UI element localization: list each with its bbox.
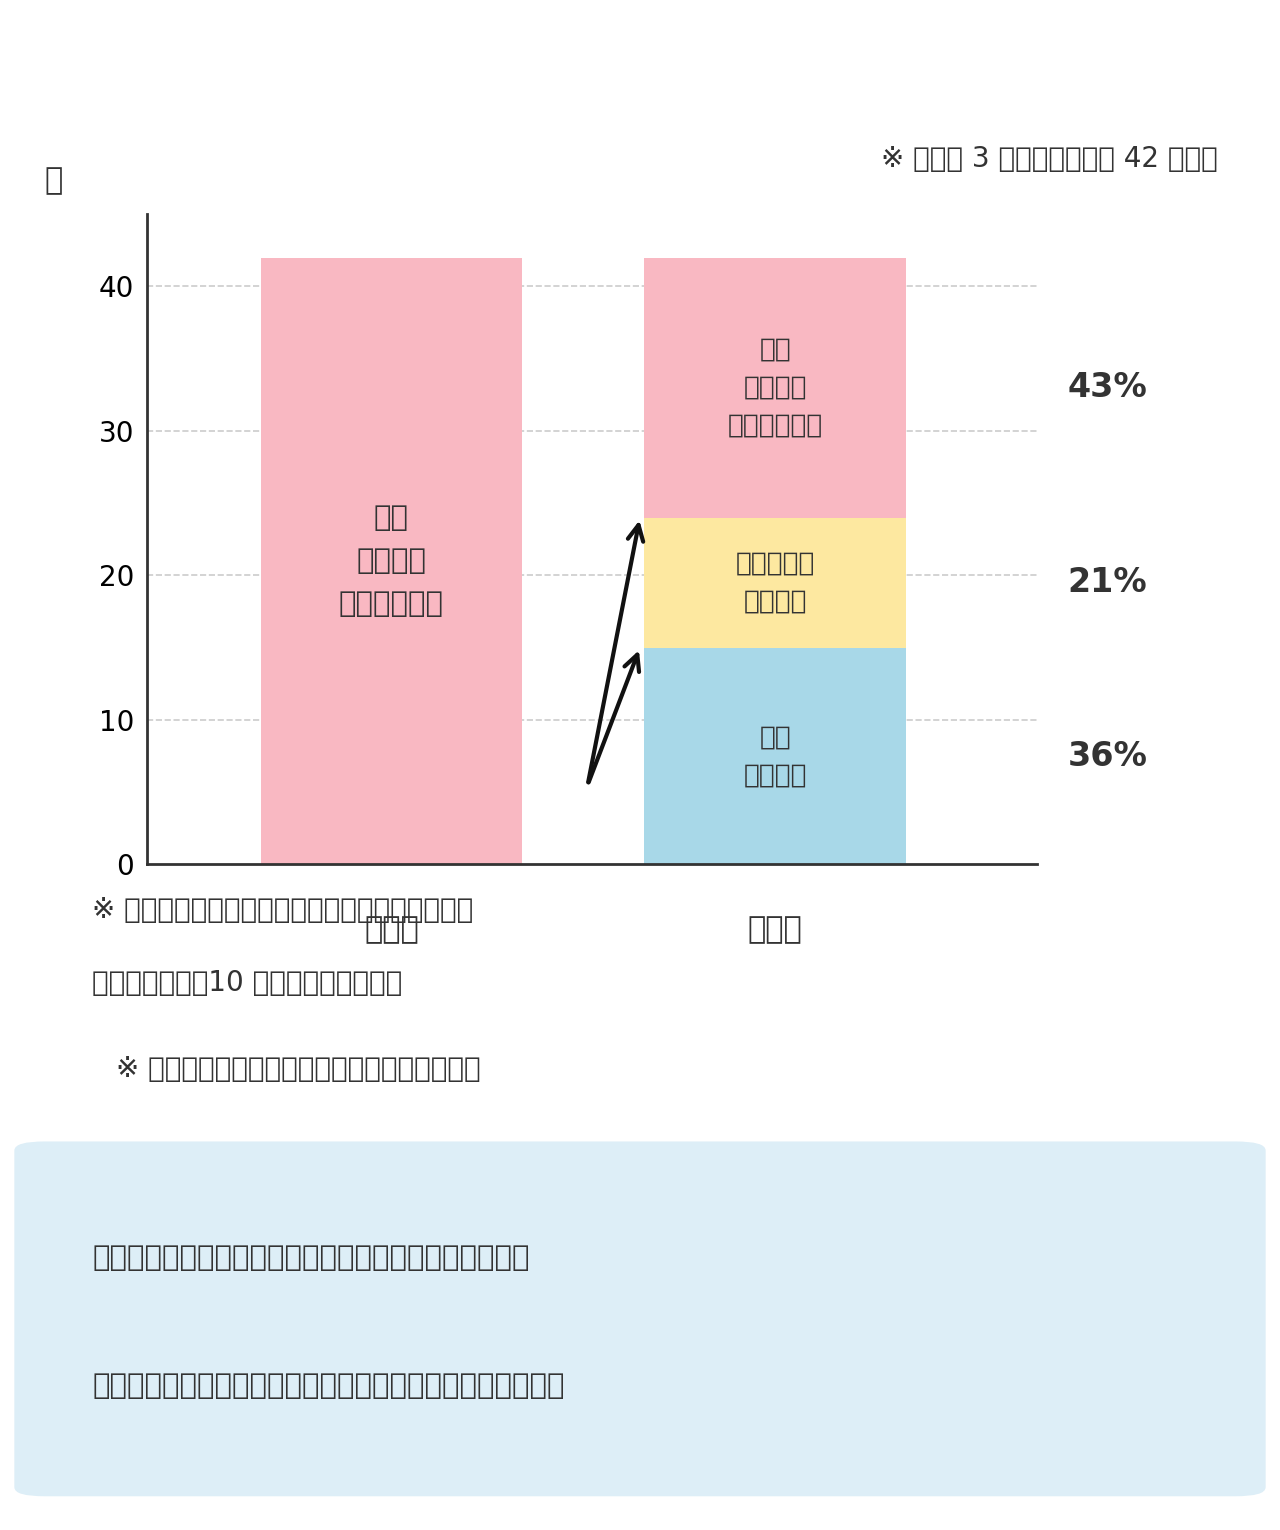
Bar [644, 257, 906, 517]
Text: ※ 入院時 3 食経管栄養の方 42 名のみ: ※ 入院時 3 食経管栄養の方 42 名のみ [881, 145, 1217, 173]
Text: 入院時: 入院時 [364, 915, 419, 944]
Text: ３食
経口摂取: ３食 経口摂取 [744, 724, 806, 788]
Text: 経口＋経管
（併用）: 経口＋経管 （併用） [736, 551, 815, 615]
Text: ３食
経管栄養
（胃瘻含む）: ３食 経管栄養 （胃瘻含む） [339, 503, 444, 618]
Text: 21%: 21% [1068, 566, 1147, 600]
Bar [644, 517, 906, 647]
Text: 43%: 43% [1068, 372, 1147, 404]
Text: 36%: 36% [1068, 739, 1147, 773]
Text: 経管栄養の改善　（42 名）: 経管栄養の改善 （42 名） [92, 44, 509, 92]
Text: ※ 入院時に意識障害のあった方もすべて含む。: ※ 入院時に意識障害のあった方もすべて含む。 [116, 1054, 481, 1083]
Bar [261, 257, 522, 864]
Bar [644, 647, 906, 864]
Text: 退院時: 退院時 [748, 915, 803, 944]
Text: ３食
経管栄養
（胃瘻含む）: ３食 経管栄養 （胃瘻含む） [727, 337, 823, 439]
Text: すること、経口摂取とは口から食事をとることをいいます。: すること、経口摂取とは口から食事をとることをいいます。 [92, 1372, 564, 1400]
Text: ※ 嚥下グレード１～３を経管栄養、４～６を経管: ※ 嚥下グレード１～３を経管栄養、４～６を経管 [92, 897, 474, 924]
Text: 人: 人 [45, 165, 63, 194]
Text: ＋経口、７～10 を経口摂取とした。: ＋経口、７～10 を経口摂取とした。 [92, 968, 403, 998]
FancyBboxPatch shape [15, 1141, 1265, 1496]
Text: 経管栄養とは胃まで入った管に必要な栄養や水分を注入: 経管栄養とは胃まで入った管に必要な栄養や水分を注入 [92, 1244, 530, 1273]
